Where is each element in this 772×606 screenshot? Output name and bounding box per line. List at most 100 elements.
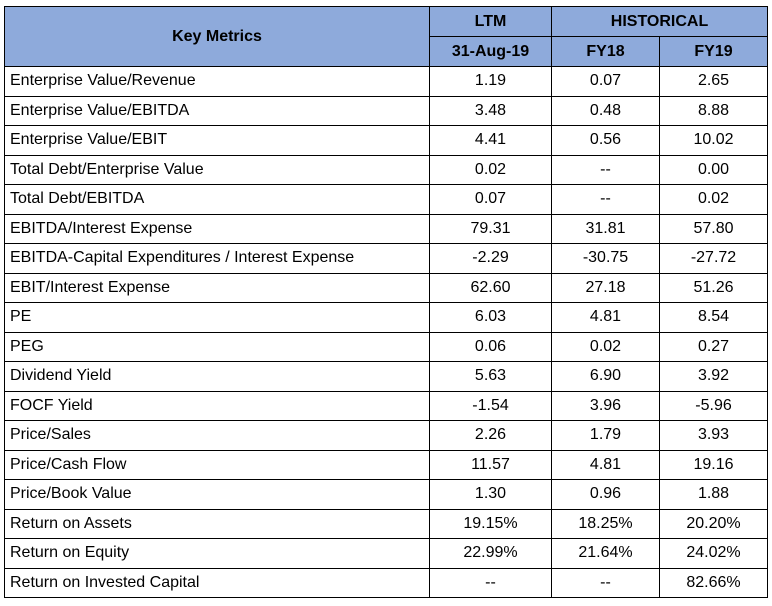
fy19-value: 2.65 xyxy=(658,66,769,97)
historical-header: HISTORICAL xyxy=(550,6,769,37)
ltm-value: 1.19 xyxy=(429,66,552,97)
key-metrics-table: Key Metrics LTM HISTORICAL 31-Aug-19 FY1… xyxy=(4,6,769,598)
fy19-value: 24.02% xyxy=(658,538,769,569)
table-row: Return on Equity 22.99% 21.64% 24.02% xyxy=(4,538,769,569)
fy18-value: -30.75 xyxy=(551,243,660,274)
fy19-value: -5.96 xyxy=(658,390,769,421)
fy18-value: -- xyxy=(551,567,660,598)
table-row: Return on Invested Capital -- -- 82.66% xyxy=(4,567,769,598)
table-row: Price/Book Value 1.30 0.96 1.88 xyxy=(4,479,769,510)
table-row: Dividend Yield 5.63 6.90 3.92 xyxy=(4,361,769,392)
header-row-bottom: 31-Aug-19 FY18 FY19 xyxy=(5,36,769,67)
ltm-value: 5.63 xyxy=(429,361,552,392)
ltm-value: 0.06 xyxy=(429,331,552,362)
metric-label: Enterprise Value/EBITDA xyxy=(4,95,430,126)
fy19-value: 0.27 xyxy=(658,331,769,362)
ltm-value: -1.54 xyxy=(429,390,552,421)
fy18-value: 1.79 xyxy=(551,420,660,451)
metric-label: EBITDA/Interest Expense xyxy=(4,213,430,244)
metric-label: EBIT/Interest Expense xyxy=(4,272,430,303)
table-row: Price/Cash Flow 11.57 4.81 19.16 xyxy=(4,449,769,480)
fy18-value: 3.96 xyxy=(551,390,660,421)
fy19-value: -27.72 xyxy=(658,243,769,274)
metric-label: Return on Invested Capital xyxy=(4,567,430,598)
ltm-value: 4.41 xyxy=(429,125,552,156)
ltm-value: -2.29 xyxy=(429,243,552,274)
fy18-value: 6.90 xyxy=(551,361,660,392)
table-row: Return on Assets 19.15% 18.25% 20.20% xyxy=(4,508,769,539)
ltm-date-header: 31-Aug-19 xyxy=(429,36,552,67)
ltm-value: 11.57 xyxy=(429,449,552,480)
metric-label: PEG xyxy=(4,331,430,362)
ltm-value: -- xyxy=(429,567,552,598)
header-row-top: Key Metrics LTM HISTORICAL xyxy=(4,6,769,67)
ltm-value: 62.60 xyxy=(429,272,552,303)
fy18-value: 0.07 xyxy=(551,66,660,97)
ltm-value: 19.15% xyxy=(429,508,552,539)
table-row: EBIT/Interest Expense 62.60 27.18 51.26 xyxy=(4,272,769,303)
ltm-value: 79.31 xyxy=(429,213,552,244)
metric-label: EBITDA-Capital Expenditures / Interest E… xyxy=(4,243,430,274)
fy19-value: 51.26 xyxy=(658,272,769,303)
fy18-value: 4.81 xyxy=(551,302,660,333)
metric-label: FOCF Yield xyxy=(4,390,430,421)
metric-label: Return on Equity xyxy=(4,538,430,569)
metric-label: Price/Cash Flow xyxy=(4,449,430,480)
metrics-body: Enterprise Value/Revenue 1.19 0.07 2.65 Ente… xyxy=(4,66,769,598)
ltm-value: 0.07 xyxy=(429,184,552,215)
table-row: Total Debt/Enterprise Value 0.02 -- 0.00 xyxy=(4,154,769,185)
fy19-header: FY19 xyxy=(658,36,769,67)
ltm-value: 0.02 xyxy=(429,154,552,185)
fy18-value: 0.48 xyxy=(551,95,660,126)
table-row: EBITDA-Capital Expenditures / Interest E… xyxy=(4,243,769,274)
fy18-value: -- xyxy=(551,184,660,215)
table-row: Price/Sales 2.26 1.79 3.93 xyxy=(4,420,769,451)
fy18-value: 4.81 xyxy=(551,449,660,480)
table-row: FOCF Yield -1.54 3.96 -5.96 xyxy=(4,390,769,421)
metric-label: Total Debt/EBITDA xyxy=(4,184,430,215)
metric-label: PE xyxy=(4,302,430,333)
fy18-value: -- xyxy=(551,154,660,185)
fy19-value: 0.02 xyxy=(658,184,769,215)
fy18-value: 0.02 xyxy=(551,331,660,362)
fy19-value: 8.54 xyxy=(658,302,769,333)
metric-label: Price/Book Value xyxy=(4,479,430,510)
fy19-value: 3.92 xyxy=(658,361,769,392)
table-row: Enterprise Value/EBITDA 3.48 0.48 8.88 xyxy=(4,95,769,126)
fy18-header: FY18 xyxy=(551,36,660,67)
fy18-value: 0.96 xyxy=(551,479,660,510)
fy19-value: 20.20% xyxy=(658,508,769,539)
metric-label: Enterprise Value/EBIT xyxy=(4,125,430,156)
fy18-value: 0.56 xyxy=(551,125,660,156)
fy19-value: 10.02 xyxy=(658,125,769,156)
fy19-value: 8.88 xyxy=(658,95,769,126)
table-row: Total Debt/EBITDA 0.07 -- 0.02 xyxy=(4,184,769,215)
ltm-value: 6.03 xyxy=(429,302,552,333)
key-metrics-header: Key Metrics xyxy=(4,6,430,67)
table-row: Enterprise Value/EBIT 4.41 0.56 10.02 xyxy=(4,125,769,156)
metric-label: Enterprise Value/Revenue xyxy=(4,66,430,97)
table-row: PE 6.03 4.81 8.54 xyxy=(4,302,769,333)
fy19-value: 0.00 xyxy=(658,154,769,185)
fy19-value: 19.16 xyxy=(658,449,769,480)
fy18-value: 18.25% xyxy=(551,508,660,539)
fy18-value: 27.18 xyxy=(551,272,660,303)
ltm-value: 1.30 xyxy=(429,479,552,510)
metric-label: Dividend Yield xyxy=(4,361,430,392)
table-row: PEG 0.06 0.02 0.27 xyxy=(4,331,769,362)
ltm-header: LTM xyxy=(429,6,552,37)
metric-label: Total Debt/Enterprise Value xyxy=(4,154,430,185)
table-row: EBITDA/Interest Expense 79.31 31.81 57.80 xyxy=(4,213,769,244)
ltm-value: 2.26 xyxy=(429,420,552,451)
fy19-value: 82.66% xyxy=(658,567,769,598)
fy18-value: 31.81 xyxy=(551,213,660,244)
fy19-value: 3.93 xyxy=(658,420,769,451)
ltm-value: 22.99% xyxy=(429,538,552,569)
fy18-value: 21.64% xyxy=(551,538,660,569)
fy19-value: 57.80 xyxy=(658,213,769,244)
ltm-value: 3.48 xyxy=(429,95,552,126)
table-row: Enterprise Value/Revenue 1.19 0.07 2.65 xyxy=(4,66,769,97)
metric-label: Price/Sales xyxy=(4,420,430,451)
metric-label: Return on Assets xyxy=(4,508,430,539)
